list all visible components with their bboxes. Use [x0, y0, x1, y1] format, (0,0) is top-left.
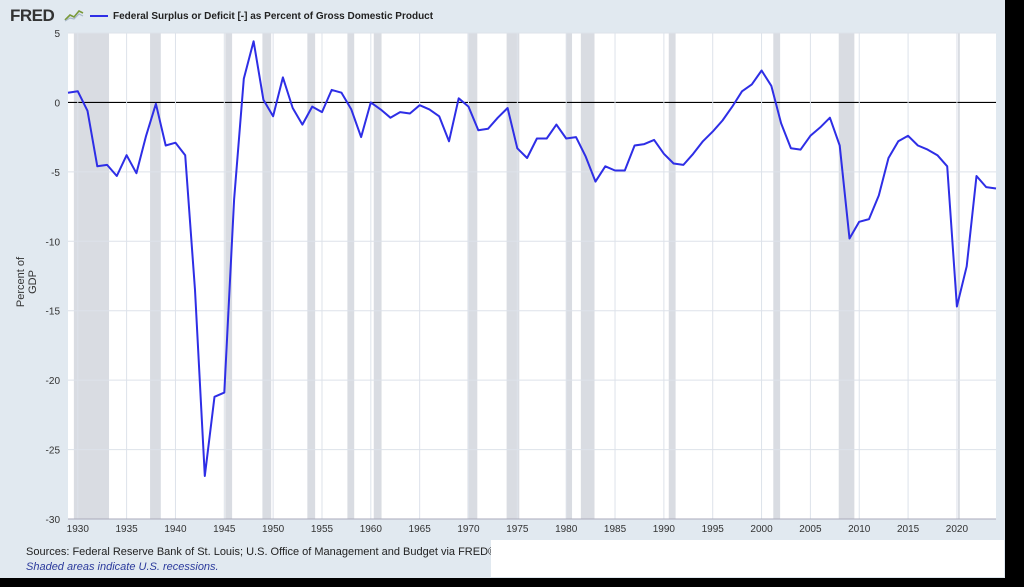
- x-tick-label: 1995: [702, 524, 725, 535]
- x-tick-label: 1990: [653, 524, 676, 535]
- y-tick-label: -10: [46, 237, 61, 248]
- line-chart: 5 0 -5 -10 -15 -20 -25 -30 1930 1935 1940 1945 1950 1…: [46, 29, 997, 535]
- x-tick-label: 1965: [409, 524, 432, 535]
- recession-band: [773, 33, 781, 519]
- x-tick-label: 1960: [360, 524, 383, 535]
- y-tick-label: -15: [46, 307, 61, 318]
- sources-text: Sources: Federal Reserve Bank of St. Lou…: [26, 546, 497, 558]
- x-tick-label: 2000: [750, 524, 773, 535]
- plot-area: [68, 33, 996, 519]
- chart-legend: Federal Surplus or Deficit [-] as Percen…: [90, 9, 433, 23]
- recession-band: [566, 33, 573, 519]
- recession-band: [347, 33, 355, 519]
- x-tick-label: 1985: [604, 524, 627, 535]
- x-tick-label: 2015: [897, 524, 920, 535]
- recession-band: [307, 33, 316, 519]
- x-tick-label: 1955: [311, 524, 334, 535]
- x-tick-label: 2005: [799, 524, 822, 535]
- recession-band: [668, 33, 676, 519]
- recession-band: [150, 33, 161, 519]
- recession-note: Shaded areas indicate U.S. recessions.: [26, 561, 219, 573]
- y-tick-label: -20: [46, 376, 61, 387]
- recession-band: [957, 33, 960, 519]
- fred-logo: FRED: [10, 6, 55, 25]
- x-tick-label: 2020: [946, 524, 969, 535]
- y-tick-label: 5: [54, 29, 60, 40]
- recession-band: [73, 33, 110, 519]
- x-tick-label: 2010: [848, 524, 871, 535]
- recession-band: [838, 33, 855, 519]
- x-tick-label: 1950: [262, 524, 285, 535]
- y-tick-label: -5: [51, 168, 60, 179]
- recession-band: [506, 33, 520, 519]
- series-line: [67, 40, 997, 477]
- x-tick-label: 1930: [67, 524, 90, 535]
- y-tick-label: -25: [46, 446, 61, 457]
- chart-frame: FRED Federal Surplus or Deficit [-] as P…: [0, 0, 1005, 578]
- y-tick-label: 0: [54, 98, 60, 109]
- recession-band: [373, 33, 382, 519]
- blank-panel: [491, 540, 1004, 577]
- x-tick-label: 1940: [164, 524, 187, 535]
- x-tick-label: 1980: [555, 524, 578, 535]
- legend-label: Federal Surplus or Deficit [-] as Percen…: [113, 10, 434, 22]
- x-tick-label: 1970: [457, 524, 480, 535]
- x-tick-label: 1975: [506, 524, 529, 535]
- y-tick-label: -30: [46, 515, 61, 526]
- recession-band: [580, 33, 595, 519]
- chart-line-icon: [64, 10, 84, 22]
- recession-band: [225, 33, 233, 519]
- x-tick-label: 1935: [115, 524, 138, 535]
- recession-band: [262, 33, 272, 519]
- legend-swatch: [90, 15, 108, 17]
- chart-footer: Sources: Federal Reserve Bank of St. Lou…: [26, 545, 496, 575]
- x-tick-label: 1945: [213, 524, 236, 535]
- recession-band: [467, 33, 478, 519]
